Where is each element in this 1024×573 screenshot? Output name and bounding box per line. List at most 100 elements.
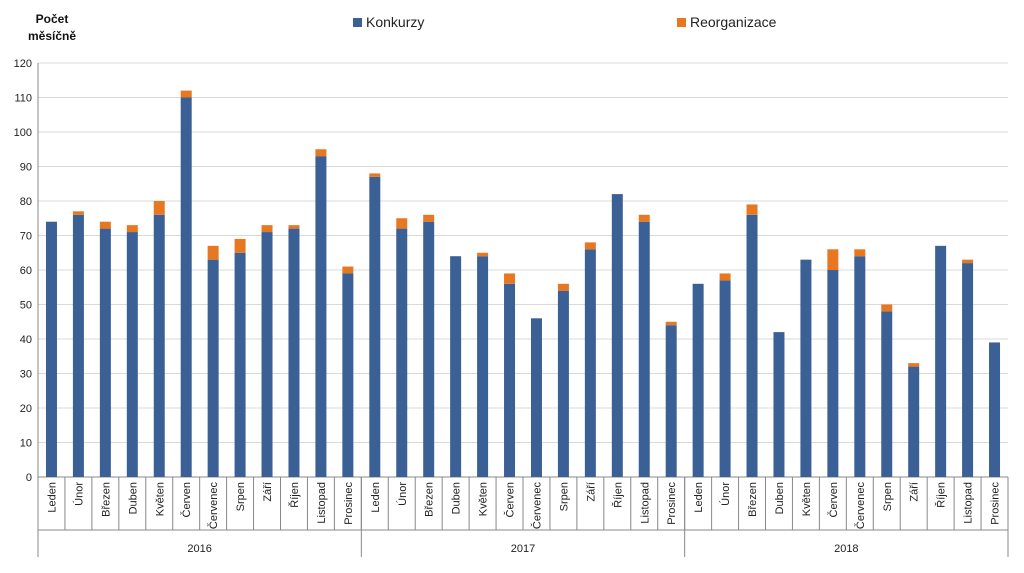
bar-konkurzy [423,221,435,477]
y-tick-label: 90 [20,162,32,174]
bar-konkurzy [126,232,138,477]
x-category-label: Červenec [207,482,220,530]
y-tick-label: 60 [20,265,32,277]
x-category-label: Červenec [530,482,543,530]
bar-reorganizace [908,363,920,367]
bar-konkurzy [477,256,489,477]
x-category-label: Únor [719,482,732,506]
x-category-label: Říjen [935,482,948,508]
bar-reorganizace [234,238,246,253]
bar-konkurzy [557,290,569,477]
legend-item-konkurzy: Konkurzy [353,14,424,30]
x-category-label: Leden [693,482,705,513]
x-category-label: Březen [100,482,112,517]
bar-konkurzy [450,256,462,477]
x-group-label: 2018 [834,543,858,555]
y-tick-label: 80 [20,196,32,208]
bar-konkurzy [504,283,516,477]
bar-reorganizace [638,214,650,222]
bar-konkurzy [827,270,839,477]
bar-reorganizace [423,214,435,222]
x-category-label: Leden [46,482,58,513]
y-axis-label: Počet měsíčně [28,11,76,45]
legend-item-reorganizace: Reorganizace [677,14,776,30]
x-category-label: Říjen [288,482,301,508]
x-category-label: Srpen [235,482,247,511]
bar-reorganizace [99,221,111,229]
bar-reorganizace [180,90,192,98]
bar-konkurzy [719,280,731,477]
x-category-label: Listopad [963,482,975,524]
bar-konkurzy [342,273,354,477]
y-tick-label: 30 [20,369,32,381]
x-category-label: Listopad [639,482,651,524]
bar-reorganizace [126,225,138,233]
bar-konkurzy [692,283,704,477]
bar-konkurzy [935,245,947,477]
x-category-label: Srpen [882,482,894,511]
bar-reorganizace [369,173,381,177]
y-tick-label: 120 [14,58,32,70]
x-category-label: Únor [396,482,409,506]
x-category-label: Září [262,482,274,502]
bar-konkurzy [207,259,219,477]
y-tick-label: 0 [26,472,32,484]
y-tick-label: 10 [20,438,32,450]
bar-reorganizace [881,304,893,312]
bar-konkurzy [854,256,866,477]
x-category-label: Prosinec [666,482,678,525]
bar-konkurzy [908,366,920,477]
x-category-label: Červenec [854,482,867,530]
bar-konkurzy [530,318,542,477]
bar-konkurzy [369,176,381,477]
x-category-label: Duben [774,482,786,514]
bar-konkurzy [153,214,165,478]
bar-konkurzy [584,249,596,477]
bar-konkurzy [773,332,785,477]
bar-konkurzy [746,214,758,478]
y-axis-label-line-1: Počet [35,12,69,26]
bar-konkurzy [638,221,650,477]
x-category-label: Duben [127,482,139,514]
bar-konkurzy [665,325,677,477]
x-category-label: Září [909,482,921,502]
bar-reorganizace [827,249,839,270]
x-category-label: Květen [478,482,490,516]
x-category-label: Prosinec [990,482,1002,525]
bar-reorganizace [396,218,408,229]
x-category-label: Květen [154,482,166,516]
legend-swatch-reorganizace [677,17,686,27]
x-category-label: Březen [747,482,759,517]
bar-reorganizace [557,283,569,291]
x-group-label: 2016 [187,543,211,555]
y-axis-label-line-2: měsíčně [28,29,77,43]
x-category-label: Červen [827,482,840,517]
x-category-label: Září [585,482,597,502]
y-tick-label: 20 [20,403,32,415]
bar-konkurzy [800,259,812,477]
x-category-label: Říjen [611,482,624,508]
bar-reorganizace [315,149,327,157]
y-tick-label: 40 [20,334,32,346]
bar-konkurzy [99,228,111,477]
bar-konkurzy [234,252,246,477]
bar-reorganizace [288,225,300,229]
bar-reorganizace [207,245,219,260]
x-category-label: Červen [180,482,193,517]
bar-konkurzy [72,214,84,478]
legend-swatch-konkurzy [353,17,362,27]
bar-konkurzy [45,221,57,477]
bar-reorganizace [719,273,731,281]
y-tick-label: 100 [14,127,32,139]
bar-konkurzy [611,194,623,477]
x-category-label: Únor [72,482,85,506]
bar-reorganizace [477,252,489,257]
bar-reorganizace [962,259,974,264]
y-tick-label: 50 [20,300,32,312]
bar-reorganizace [665,321,677,326]
bar-reorganizace [746,204,758,215]
x-category-label: Duben [451,482,463,514]
bar-konkurzy [989,342,1001,477]
legend-label-reorganizace: Reorganizace [690,14,777,30]
